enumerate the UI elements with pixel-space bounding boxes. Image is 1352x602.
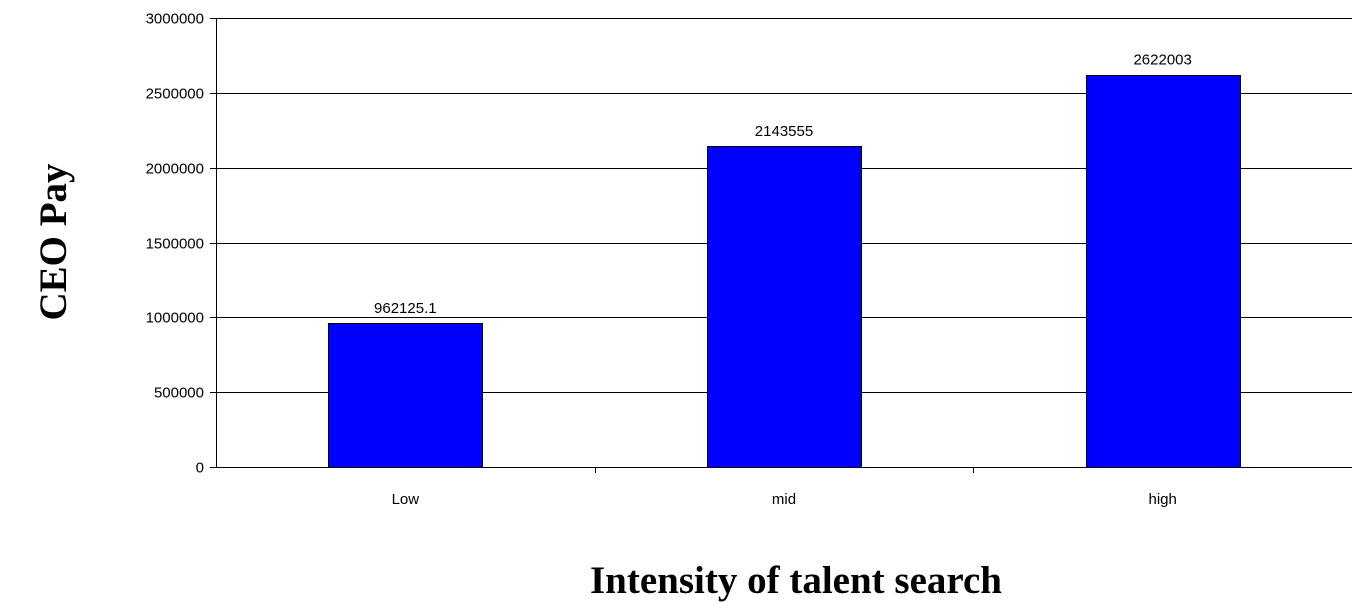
- y-tick-label: 3000000: [146, 11, 204, 28]
- y-tick-label: 1500000: [146, 236, 204, 253]
- data-label-low: 962125.1: [374, 300, 437, 317]
- y-tick-label: 1000000: [146, 310, 204, 327]
- y-tick-label: 2500000: [146, 86, 204, 103]
- axes: [210, 18, 1352, 473]
- data-label-mid: 2143555: [755, 123, 813, 140]
- data-labels: 962125.1 2143555 2622003: [374, 52, 1192, 317]
- bar-low: [328, 323, 483, 468]
- x-tick-label: mid: [772, 491, 796, 508]
- y-tick-labels: 0 500000 1000000 1500000 2000000 2500000 30000…: [146, 11, 204, 477]
- y-tick-label: 2000000: [146, 161, 204, 178]
- y-tick-label: 500000: [154, 385, 204, 402]
- x-tick-labels: Low mid high: [392, 491, 1177, 508]
- y-axis-title: CEO Pay: [32, 163, 75, 321]
- data-label-high: 2622003: [1133, 52, 1191, 69]
- x-axis-title: Intensity of talent search: [590, 559, 1002, 602]
- y-tick-label: 0: [196, 460, 204, 477]
- bar-mid: [707, 146, 862, 468]
- bar-high: [1086, 75, 1241, 468]
- bars: [328, 75, 1241, 468]
- x-tick-label: Low: [392, 491, 420, 508]
- x-tick-label: high: [1148, 491, 1176, 508]
